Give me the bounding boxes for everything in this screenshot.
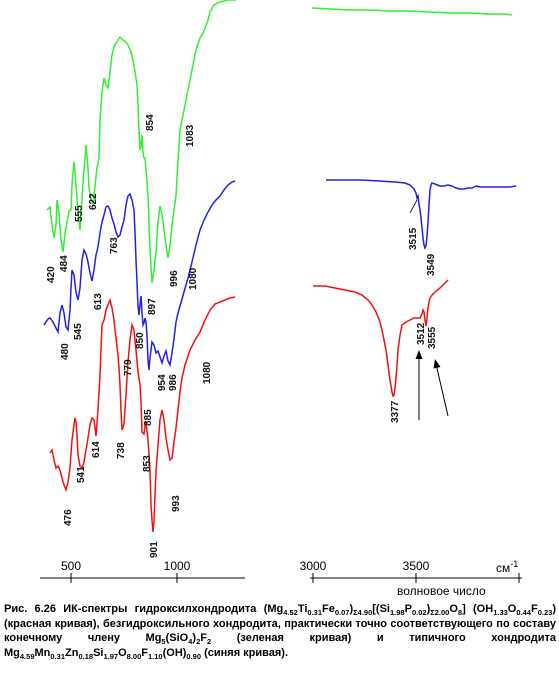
ir-spectra-chart: 500 1000 3000 3500 см-1 волновое число 4… (40, 0, 522, 598)
peak-label-blue-1080: 1080 (188, 267, 199, 290)
figure-caption: Рис. 6.26 ИК-спектры гидроксилхондродита… (4, 603, 556, 661)
arrowhead-3555 (433, 359, 441, 369)
peak-label-red-614: 614 (91, 441, 102, 458)
peak-label-blue-3549: 3549 (426, 253, 437, 276)
peak-label-blue-779: 779 (123, 359, 134, 376)
green-spectrum-high (311, 7, 513, 16)
peak-label-red-3555: 3555 (427, 326, 438, 349)
peak-label-blue-850: 850 (135, 332, 146, 349)
peak-label-red-738: 738 (116, 442, 127, 459)
peak-label-blue-885: 885 (143, 409, 154, 426)
peak-label-red-3377: 3377 (390, 400, 401, 423)
peak-label-red-1080: 1080 (202, 361, 213, 384)
peak-label-blue-3515: 3515 (408, 227, 419, 250)
tick-label-1000: 1000 (164, 559, 191, 573)
peak-label-blue-545: 545 (73, 323, 84, 340)
peak-label-green-484: 484 (59, 255, 70, 272)
green-spectrum-low (46, 0, 236, 284)
peak-label-green-622: 622 (88, 193, 99, 210)
tick-label-3000: 3000 (300, 559, 327, 573)
blue-spectrum-high (326, 179, 517, 250)
blue-spectrum-low (43, 180, 236, 371)
peak-label-green-854: 854 (145, 114, 156, 131)
arrow-3555 (435, 363, 449, 417)
arrowhead-3512 (415, 350, 423, 359)
x-axis-title: волновое число (397, 584, 486, 598)
tick-label-3500: 3500 (403, 559, 430, 573)
peak-label-red-901: 901 (149, 541, 160, 558)
tick-label-500: 500 (61, 559, 81, 573)
peak-label-red-853: 853 (142, 455, 153, 472)
peak-label-green-555: 555 (74, 205, 85, 222)
peak-label-green-996: 996 (169, 270, 180, 287)
leader-3515 (409, 199, 418, 214)
peak-label-red-541: 541 (76, 466, 87, 483)
peak-label-blue-613: 613 (93, 293, 104, 310)
peak-label-red-3512: 3512 (416, 322, 427, 345)
peak-label-blue-954: 954 (157, 374, 168, 391)
red-spectrum-high (313, 279, 449, 398)
peak-label-blue-480: 480 (60, 343, 71, 360)
unit-label: см-1 (496, 559, 518, 575)
peak-label-green-1083: 1083 (185, 124, 196, 147)
peak-label-green-897: 897 (147, 298, 158, 315)
peak-label-blue-986: 986 (168, 374, 179, 391)
peak-label-green-420: 420 (46, 266, 57, 283)
red-spectrum-low (49, 296, 236, 533)
peak-label-red-993: 993 (171, 495, 182, 512)
peak-label-red-476: 476 (63, 509, 74, 526)
peak-label-green-763: 763 (109, 237, 120, 254)
